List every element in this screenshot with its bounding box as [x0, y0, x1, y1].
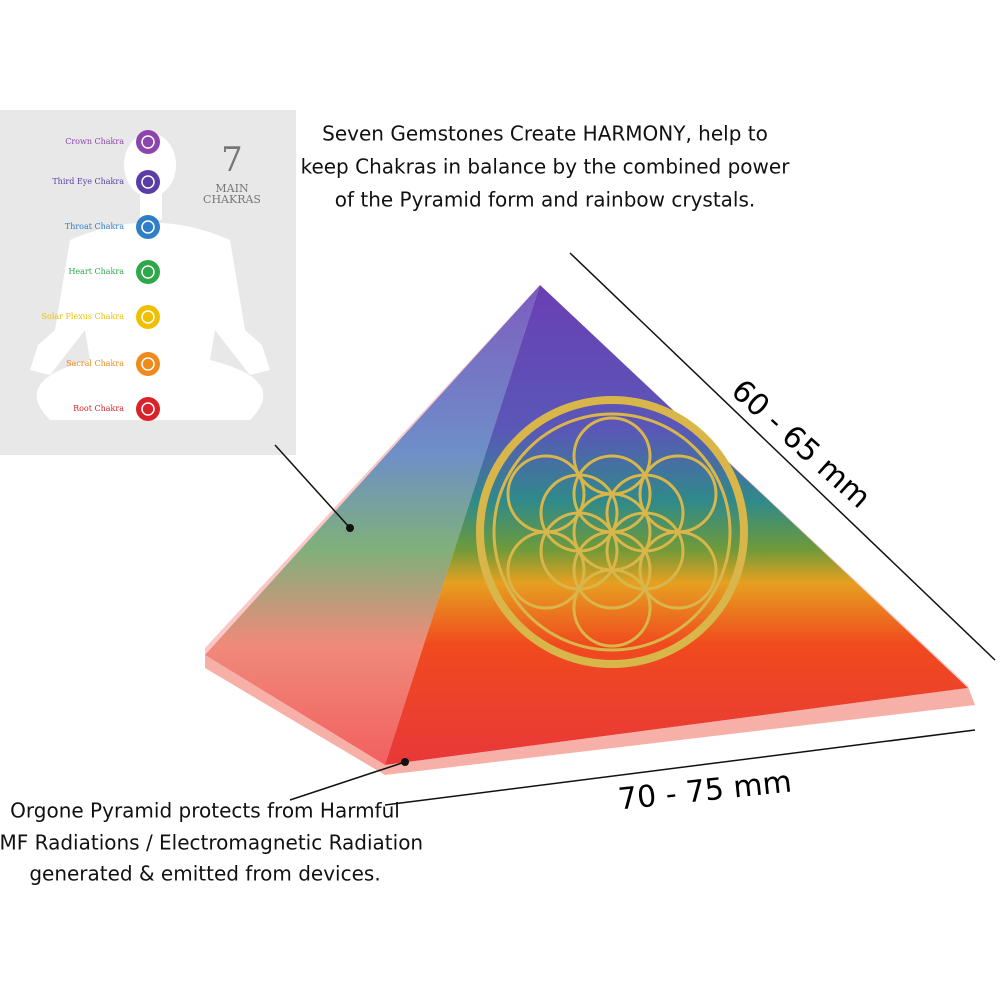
chakra-icon: [136, 397, 160, 421]
chakra-icon-inner: [141, 135, 155, 149]
pointer-dot: [401, 758, 409, 766]
chakra-icon: [136, 170, 160, 194]
chakra-name: Sacral Chakra: [66, 359, 124, 368]
chakra-icon: [136, 260, 160, 284]
chakra-icon-inner: [141, 402, 155, 416]
chakra-name: Throat Chakra: [65, 222, 124, 231]
chakra-icon-inner: [141, 220, 155, 234]
chakra-icon: [136, 215, 160, 239]
chakra-icon: [136, 305, 160, 329]
chakra-icon-inner: [141, 357, 155, 371]
caption-line: keep Chakras in balance by the combined …: [301, 155, 791, 179]
pointer-lines: [274, 252, 996, 806]
chakra-name: Heart Chakra: [68, 267, 124, 276]
chakra-count: 7: [221, 140, 243, 180]
pointer-dot: [346, 524, 354, 532]
pyramid: [205, 285, 975, 775]
chakra-icon-inner: [141, 175, 155, 189]
chakra-icon: [136, 352, 160, 376]
chakra-title: CHAKRAS: [203, 193, 261, 206]
caption-line: Seven Gemstones Create HARMONY, help to: [322, 122, 768, 146]
caption-line: Orgone Pyramid protects from Harmful: [10, 799, 400, 823]
chakra-icon: [136, 130, 160, 154]
chakra-name: Solar Plexus Chakra: [42, 312, 125, 321]
chakra-name: Root Chakra: [73, 404, 124, 413]
caption-line: EMF Radiations / Electromagnetic Radiati…: [0, 831, 423, 855]
chakra-name: Crown Chakra: [65, 137, 124, 146]
chakra-icon-inner: [141, 265, 155, 279]
chakra-name: Third Eye Chakra: [52, 177, 124, 186]
chakra-title: MAIN: [215, 182, 249, 195]
caption-line: of the Pyramid form and rainbow crystals…: [335, 188, 756, 212]
caption-line: generated & emitted from devices.: [29, 862, 380, 886]
chakra-icon-inner: [141, 310, 155, 324]
